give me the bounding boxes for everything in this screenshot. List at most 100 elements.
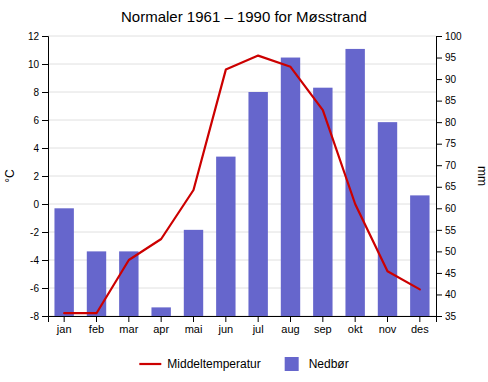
legend-label: Middeltemperatur (167, 357, 260, 371)
tick-label: 75 (445, 138, 457, 149)
tick-label: 8 (33, 87, 39, 98)
line (64, 56, 420, 314)
tick-mark (225, 316, 226, 322)
grid (48, 36, 436, 316)
tick-label: mai (185, 323, 203, 335)
tick-mark (290, 316, 291, 322)
chart: janfebmaraprmaijunjulaugsepoktnovdes-8-6… (0, 0, 488, 382)
tick-mark (42, 36, 48, 37)
tick: 0 (33, 199, 48, 210)
tick-label: apr (153, 323, 169, 335)
bar (87, 251, 106, 316)
tick-mark (436, 230, 442, 231)
tick-mark (193, 316, 194, 322)
tick: -4 (30, 255, 48, 266)
tick-label: 6 (33, 115, 39, 126)
tick-mark (436, 79, 442, 80)
tick-label: 100 (445, 31, 462, 42)
tick-mark (436, 101, 442, 102)
tick-label: okt (348, 323, 363, 335)
bar (216, 157, 235, 316)
bar (248, 92, 267, 316)
tick-label: -2 (30, 227, 39, 238)
tick-mark (258, 316, 259, 322)
grid-line (48, 92, 436, 93)
tick: apr (153, 316, 169, 335)
tick: 35 (436, 311, 457, 322)
bars (54, 49, 429, 316)
tick-label: 70 (445, 160, 457, 171)
tick: 95 (436, 52, 457, 63)
tick-label: -8 (30, 311, 39, 322)
tick-mark (42, 260, 48, 261)
tick: 50 (436, 246, 457, 257)
tick-label: jul (252, 323, 264, 335)
tick-label: 2 (33, 171, 39, 182)
bar (281, 58, 300, 316)
tick: 2 (33, 171, 48, 182)
tick: mai (185, 316, 203, 335)
tick: 100 (436, 31, 462, 42)
tick-label: 12 (28, 31, 40, 42)
tick-mark (436, 122, 442, 123)
bar (313, 88, 332, 316)
tick: jun (217, 316, 233, 335)
tick-label: sep (314, 323, 332, 335)
tick-label: 35 (445, 311, 457, 322)
bar (151, 307, 170, 316)
tick-label: 80 (445, 117, 457, 128)
axis-title: mm (475, 166, 488, 186)
tick: 4 (33, 143, 48, 154)
tick: jul (252, 316, 264, 335)
tick: 65 (436, 181, 457, 192)
legend-swatch (285, 357, 299, 371)
tick: 12 (28, 31, 48, 42)
tick: sep (314, 316, 332, 335)
tick-mark (128, 316, 129, 322)
tick-label: 90 (445, 74, 457, 85)
tick: 85 (436, 95, 457, 106)
tick: 80 (436, 117, 457, 128)
tick-mark (436, 187, 442, 188)
legend-label: Nedbør (309, 357, 349, 371)
tick-mark (436, 251, 442, 252)
tick-mark (436, 165, 442, 166)
tick-mark (42, 176, 48, 177)
tick-mark (355, 316, 356, 322)
x-axis: janfebmaraprmaijunjulaugsepoktnovdes (49, 316, 437, 335)
tick-label: mar (119, 323, 138, 335)
axis-title: °C (3, 169, 17, 183)
tick-label: aug (281, 323, 299, 335)
tick-mark (42, 92, 48, 93)
tick: des (411, 316, 429, 335)
tick: 60 (436, 203, 457, 214)
tick-label: 4 (33, 143, 39, 154)
tick-mark (387, 316, 388, 322)
tick: jan (56, 316, 72, 335)
tick-label: des (411, 323, 429, 335)
tick-label: 40 (445, 289, 457, 300)
tick-label: 65 (445, 181, 457, 192)
tick-label: feb (89, 323, 104, 335)
tick-mark (96, 316, 97, 322)
tick-label: 55 (445, 225, 457, 236)
tick: 70 (436, 160, 457, 171)
tick: 45 (436, 268, 457, 279)
tick-label: 60 (445, 203, 457, 214)
tick: aug (281, 316, 299, 335)
tick-label: jan (56, 323, 72, 335)
tick-mark (42, 316, 48, 317)
tick: -2 (30, 227, 48, 238)
bar (378, 122, 397, 316)
tick: 55 (436, 225, 457, 236)
tick-label: jun (217, 323, 233, 335)
tick: 6 (33, 115, 48, 126)
tick-mark (436, 316, 442, 317)
tick: -6 (30, 283, 48, 294)
title: Normaler 1961 – 1990 for Møsstrand (121, 8, 367, 25)
bar (410, 195, 429, 316)
axis-line (42, 37, 49, 317)
y-axis: -8 -6 -4 -2 0 2 4 6 8 10 12 (28, 31, 49, 322)
tick-label: 10 (28, 59, 40, 70)
tick-mark (64, 316, 65, 322)
